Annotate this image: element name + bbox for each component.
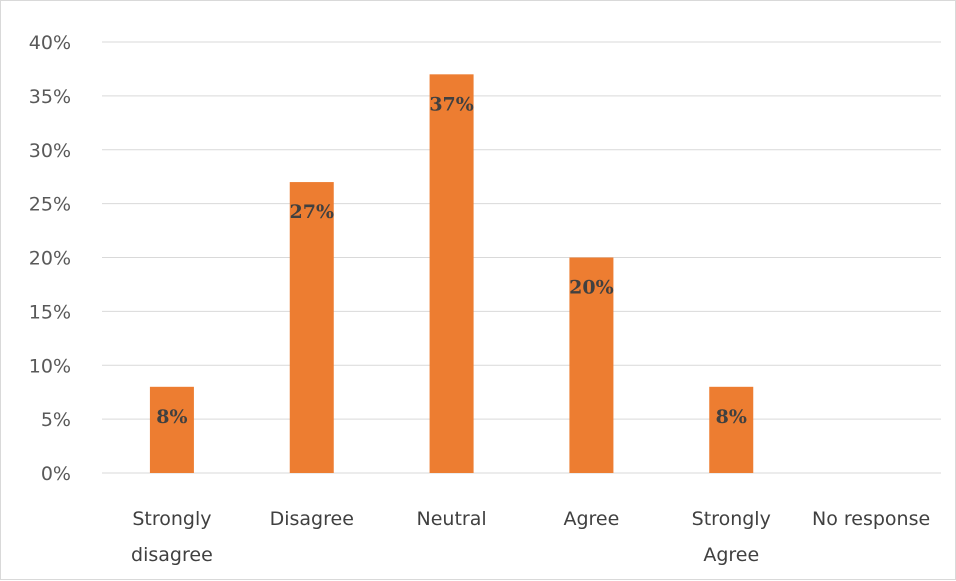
- bar: [289, 182, 334, 473]
- x-category-label: Neutral: [417, 508, 487, 530]
- bar: [149, 386, 194, 473]
- x-category-label: Disagree: [270, 508, 354, 530]
- x-category-label: Agree: [703, 544, 759, 566]
- data-label: 8%: [156, 406, 187, 428]
- x-axis-category-labels: Strongly disagree Disagree Neutral Agree Stro…: [131, 508, 930, 566]
- y-tick-label: 40%: [29, 32, 71, 54]
- y-tick-label: 10%: [29, 355, 71, 377]
- bar: [569, 257, 614, 473]
- y-tick-label: 30%: [29, 140, 71, 162]
- y-tick-label: 20%: [29, 248, 71, 270]
- bars: [149, 74, 754, 473]
- x-category-label: Agree: [563, 508, 619, 530]
- data-label: 8%: [716, 406, 747, 428]
- gridlines: [102, 41, 941, 474]
- y-tick-label: 5%: [41, 409, 71, 431]
- y-tick-label: 35%: [29, 86, 71, 108]
- y-tick-label: 0%: [41, 463, 71, 485]
- x-category-label: disagree: [131, 544, 213, 566]
- bar: [709, 386, 754, 473]
- x-category-label: Strongly: [132, 508, 211, 530]
- bar: [429, 74, 474, 473]
- y-tick-label: 25%: [29, 194, 71, 216]
- y-tick-label: 15%: [29, 301, 71, 323]
- data-labels: 8% 27% 37% 20% 8%: [156, 93, 747, 427]
- x-category-label: No response: [812, 508, 930, 530]
- data-label: 37%: [429, 93, 474, 115]
- data-label: 27%: [290, 201, 335, 223]
- y-axis-tick-labels: 0% 5% 10% 15% 20% 25% 30% 35% 40%: [29, 32, 71, 485]
- data-label: 20%: [569, 277, 614, 299]
- x-category-label: Strongly: [692, 508, 771, 530]
